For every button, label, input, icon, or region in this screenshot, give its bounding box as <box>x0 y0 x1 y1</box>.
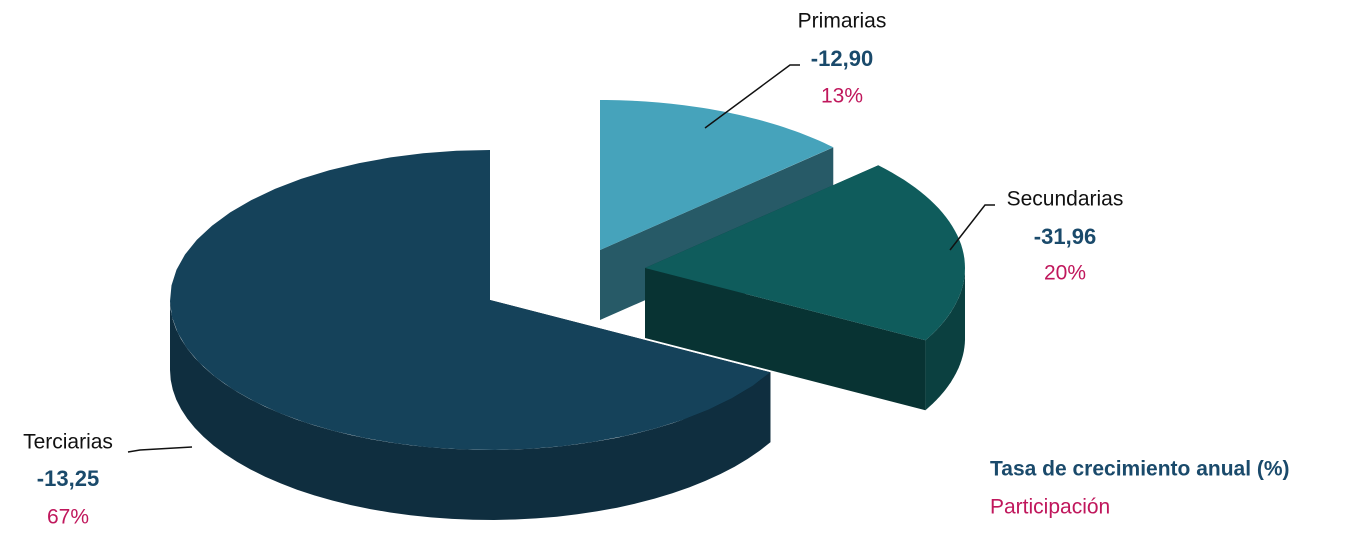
category-label: Secundarias <box>1007 188 1124 211</box>
leader-line <box>949 204 995 251</box>
slice <box>170 150 771 450</box>
pct-label: 67% <box>47 506 89 529</box>
pie <box>170 100 965 520</box>
legend-entry: Tasa de crecimiento anual (%) <box>990 458 1290 481</box>
rate-label: -13,25 <box>37 466 99 491</box>
category-label: Primarias <box>798 10 887 33</box>
slice-side <box>645 268 926 411</box>
leader-line <box>127 446 193 453</box>
pct-label: 13% <box>821 85 863 108</box>
category-label: Terciarias <box>23 431 113 454</box>
slice-wall <box>170 300 771 520</box>
pct-label: 20% <box>1044 262 1086 285</box>
slice-wall <box>925 268 965 411</box>
leader-line <box>704 64 800 129</box>
rate-label: -12,90 <box>811 46 873 71</box>
legend-entry: Participación <box>990 496 1110 519</box>
rate-label: -31,96 <box>1034 224 1096 249</box>
slice <box>645 165 965 341</box>
slice <box>600 100 834 250</box>
